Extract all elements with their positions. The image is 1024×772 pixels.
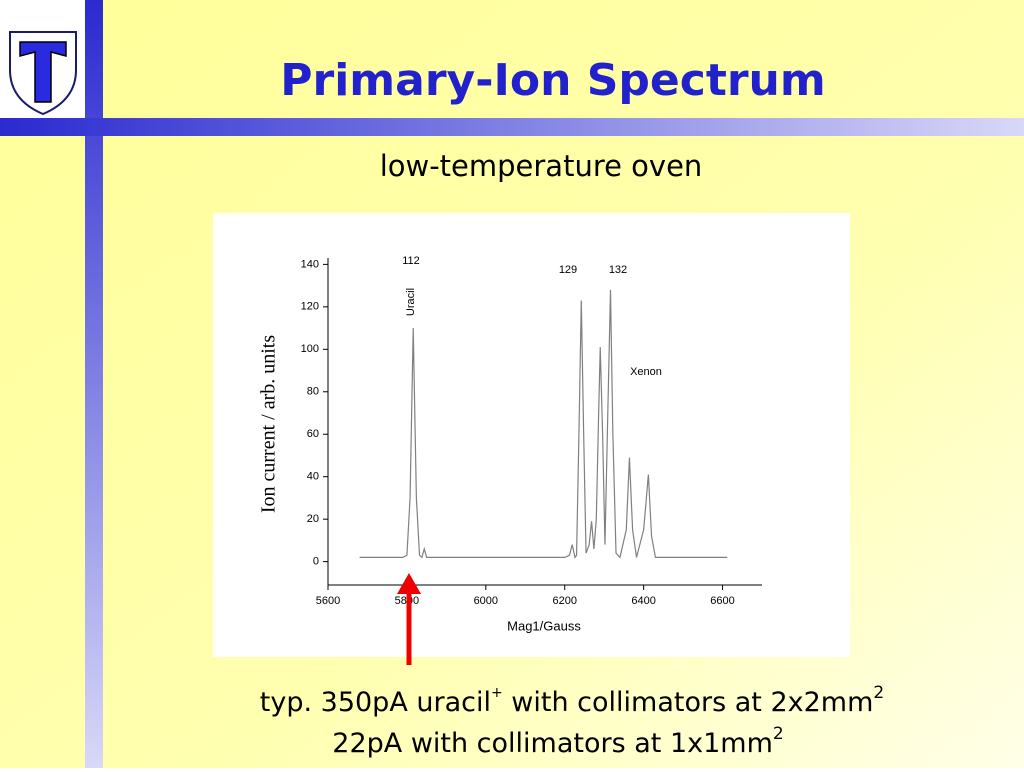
y-tick-label: 20 [307,513,319,525]
y-tick-label: 100 [301,343,319,355]
arrow [397,573,421,665]
plot: 0204060801001201405600580060006200640066… [301,258,762,607]
caption-line: typ. 350pA uracil+ with collimators at 2… [260,683,884,718]
y-tick-label: 120 [301,301,319,313]
caption-sup: 2 [773,724,784,744]
caption-sup: + [491,685,503,701]
y-tick-label: 40 [307,471,319,483]
y-tick-label: 60 [307,428,319,440]
annotation: 112 [402,255,420,267]
horizontal-bar [0,118,1024,136]
slide-subtitle: low-temperature oven [380,149,703,183]
x-tick-label: 6200 [552,595,576,607]
x-axis-label: Mag1/Gauss [507,618,581,633]
annotation: 129 [559,264,577,276]
logo [0,0,85,118]
y-tick-label: 80 [307,386,319,398]
caption-text: 22pA with collimators at 1x1mm [332,728,773,759]
chart-panel [213,213,850,657]
vertical-bar [85,0,103,768]
y-tick-label: 0 [313,556,319,568]
caption-line: 22pA with collimators at 1x1mm2 [332,724,783,759]
y-tick-label: 140 [301,258,319,270]
caption-sup: 2 [873,683,884,703]
slide-title: Primary-Ion Spectrum [280,55,825,106]
annotation: 132 [609,264,627,276]
x-tick-label: 5600 [316,595,340,607]
spectrum-line [359,289,728,559]
x-tick-label: 6000 [474,595,498,607]
y-axis-label: Ion current / arb. units [258,335,280,513]
annotation: Xenon [630,366,662,378]
caption-text: with collimators at 2x2mm [503,687,874,718]
x-tick-label: 6600 [710,595,734,607]
x-tick-label: 6400 [631,595,655,607]
annotation: Uracil [405,288,417,316]
caption-text: typ. 350pA uracil [260,687,491,718]
